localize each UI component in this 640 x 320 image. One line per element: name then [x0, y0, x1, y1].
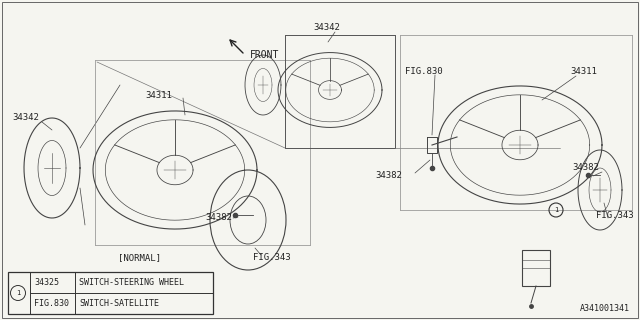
- Text: A341001341: A341001341: [580, 304, 630, 313]
- Text: 34325: 34325: [34, 278, 59, 287]
- Text: 34382: 34382: [572, 164, 599, 172]
- Text: FIG.830: FIG.830: [405, 68, 443, 76]
- Bar: [8, 272, 213, 314]
- Text: FIG.343: FIG.343: [596, 211, 634, 220]
- Text: FRONT: FRONT: [250, 50, 280, 60]
- Text: 1: 1: [554, 207, 558, 213]
- Text: 34342: 34342: [12, 114, 39, 123]
- Text: 34382: 34382: [375, 171, 402, 180]
- Text: [NORMAL]: [NORMAL]: [118, 253, 161, 262]
- Text: 34382: 34382: [205, 213, 232, 222]
- Text: 34342: 34342: [313, 22, 340, 31]
- Text: FIG.343: FIG.343: [253, 253, 291, 262]
- Text: 34311: 34311: [145, 91, 172, 100]
- Text: FIG.830: FIG.830: [34, 299, 69, 308]
- Text: SWITCH-STEERING WHEEL: SWITCH-STEERING WHEEL: [79, 278, 184, 287]
- Text: 34311: 34311: [570, 68, 597, 76]
- Text: SWITCH-SATELLITE: SWITCH-SATELLITE: [79, 299, 159, 308]
- Text: 1: 1: [16, 290, 20, 296]
